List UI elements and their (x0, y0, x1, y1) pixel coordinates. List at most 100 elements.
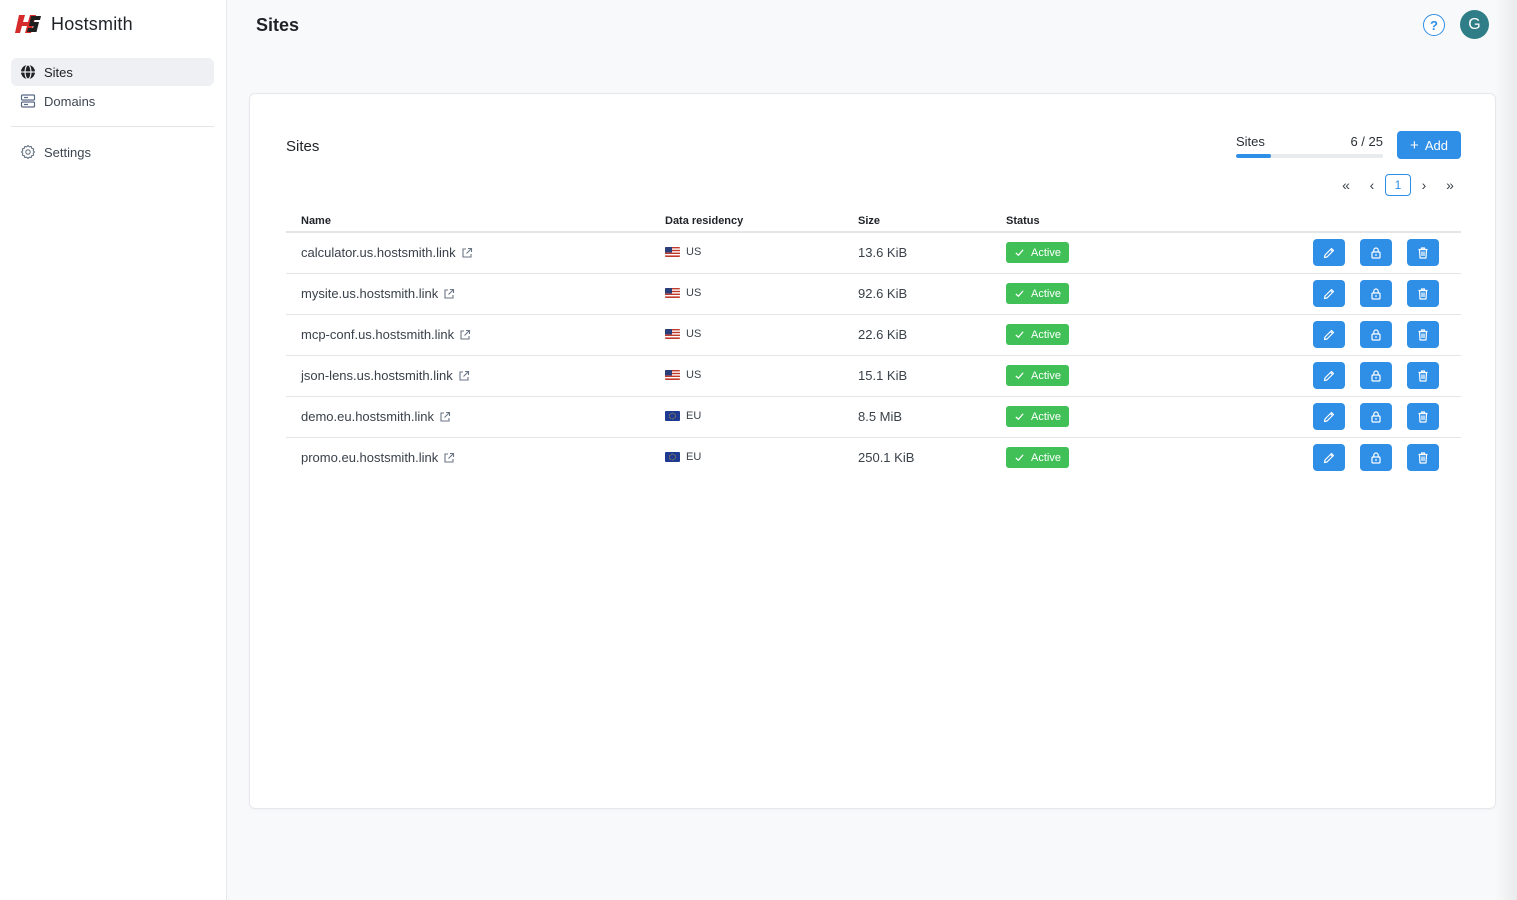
quota-progress-bar (1236, 154, 1383, 158)
region-code: US (686, 328, 702, 340)
us-flag-icon (665, 370, 680, 380)
sidebar-item-label: Settings (44, 144, 91, 160)
region-code: US (686, 369, 702, 381)
card-title: Sites (286, 138, 320, 155)
data-residency: US (665, 246, 701, 258)
hostsmith-logo-icon (15, 15, 41, 33)
main-content: Sites ? G Sites Sites 6 / 25 + Add « ‹ 1… (227, 0, 1517, 900)
site-link[interactable]: mysite.us.hostsmith.link (301, 286, 455, 301)
sites-table: Name Data residency Size Status calculat… (286, 210, 1461, 478)
delete-button[interactable] (1407, 321, 1439, 348)
avatar[interactable]: G (1460, 10, 1489, 39)
region-code: EU (686, 410, 702, 422)
row-actions (1186, 362, 1461, 389)
delete-button[interactable] (1407, 444, 1439, 472)
pencil-icon (1323, 288, 1335, 299)
eu-flag-icon (665, 452, 680, 463)
sidebar-item-domains[interactable]: Domains (11, 87, 214, 115)
gear-icon (20, 144, 36, 160)
access-lock-button[interactable] (1360, 239, 1392, 267)
edit-button[interactable] (1313, 403, 1345, 430)
column-header-size[interactable]: Size (843, 210, 991, 233)
check-icon (1015, 372, 1024, 380)
edit-button[interactable] (1313, 239, 1345, 267)
next-page-button[interactable]: › (1421, 177, 1427, 193)
site-link[interactable]: demo.eu.hostsmith.link (301, 409, 451, 424)
plus-icon: + (1410, 136, 1419, 154)
site-size: 92.6 KiB (843, 273, 991, 315)
row-actions (1186, 280, 1461, 307)
table-header-row: Name Data residency Size Status (286, 210, 1461, 233)
status-label: Active (1031, 287, 1061, 300)
edit-button[interactable] (1313, 362, 1345, 389)
site-link[interactable]: promo.eu.hostsmith.link (301, 450, 455, 465)
brand[interactable]: Hostsmith (15, 12, 133, 36)
scroll-shadow (1495, 0, 1517, 900)
data-residency: US (665, 369, 701, 381)
site-name: demo.eu.hostsmith.link (301, 409, 434, 424)
status-label: Active (1031, 246, 1061, 259)
sites-quota: Sites 6 / 25 (1236, 134, 1383, 158)
quota-progress-fill (1236, 154, 1272, 158)
pencil-icon (1323, 452, 1335, 463)
table-row[interactable]: mysite.us.hostsmith.link US 92.6 KiB Act… (286, 273, 1461, 315)
prev-page-button[interactable]: ‹ (1369, 177, 1375, 193)
delete-button[interactable] (1407, 239, 1439, 267)
data-residency: US (665, 287, 701, 299)
access-lock-button[interactable] (1360, 321, 1392, 348)
status-badge: Active (1006, 447, 1069, 469)
sites-card: Sites Sites 6 / 25 + Add « ‹ 1 › » Name (249, 93, 1496, 809)
check-icon (1015, 413, 1024, 421)
access-lock-button[interactable] (1360, 444, 1392, 472)
lock-icon (1371, 287, 1381, 300)
column-header-data-residency[interactable]: Data residency (650, 210, 843, 233)
pagination: « ‹ 1 › » (1333, 174, 1463, 196)
delete-button[interactable] (1407, 403, 1439, 430)
table-row[interactable]: mcp-conf.us.hostsmith.link US 22.6 KiB A… (286, 314, 1461, 356)
sidebar-item-label: Sites (44, 64, 73, 80)
page-title: Sites (256, 15, 300, 35)
page-number-button[interactable]: 1 (1385, 174, 1411, 196)
region-code: EU (686, 451, 702, 464)
first-page-button[interactable]: « (1342, 177, 1350, 193)
quota-label: Sites (1236, 134, 1265, 149)
site-link[interactable]: mcp-conf.us.hostsmith.link (301, 327, 471, 342)
access-lock-button[interactable] (1360, 362, 1392, 389)
site-link[interactable]: calculator.us.hostsmith.link (301, 245, 473, 260)
column-header-status[interactable]: Status (991, 210, 1171, 233)
external-link-icon (460, 329, 471, 340)
access-lock-button[interactable] (1360, 280, 1392, 307)
row-actions (1186, 321, 1461, 348)
edit-button[interactable] (1313, 321, 1345, 348)
external-link-icon (462, 247, 472, 258)
app-name: Hostsmith (51, 13, 133, 34)
site-link[interactable]: json-lens.us.hostsmith.link (301, 368, 470, 383)
site-size: 250.1 KiB (858, 450, 915, 466)
sidebar-item-settings[interactable]: Settings (11, 138, 214, 166)
column-header-name[interactable]: Name (286, 210, 650, 233)
last-page-button[interactable]: » (1446, 177, 1454, 193)
sidebar-item-label: Domains (44, 93, 96, 109)
sidebar-item-sites[interactable]: Sites (11, 58, 214, 86)
data-residency: US (665, 328, 701, 340)
status-badge: Active (1006, 283, 1069, 304)
table-row[interactable]: demo.eu.hostsmith.link EU 8.5 MiB Active (286, 396, 1461, 438)
table-row[interactable]: json-lens.us.hostsmith.link US 15.1 KiB … (286, 355, 1461, 397)
check-icon (1015, 249, 1024, 257)
add-site-button[interactable]: + Add (1397, 131, 1461, 159)
site-size: 15.1 KiB (843, 355, 991, 397)
edit-button[interactable] (1313, 444, 1345, 472)
delete-button[interactable] (1407, 280, 1439, 307)
delete-button[interactable] (1407, 362, 1439, 389)
site-name: mysite.us.hostsmith.link (301, 286, 439, 301)
trash-icon (1418, 287, 1428, 300)
edit-button[interactable] (1313, 280, 1345, 307)
table-row[interactable]: promo.eu.hostsmith.link EU 250.1 KiB Act… (286, 437, 1461, 478)
table-row[interactable]: calculator.us.hostsmith.link US 13.6 KiB… (286, 232, 1461, 274)
access-lock-button[interactable] (1360, 403, 1392, 430)
site-name: promo.eu.hostsmith.link (301, 450, 439, 466)
help-icon[interactable]: ? (1423, 14, 1445, 36)
pencil-icon (1323, 247, 1335, 258)
site-size: 22.6 KiB (843, 314, 991, 356)
trash-icon (1418, 410, 1428, 423)
